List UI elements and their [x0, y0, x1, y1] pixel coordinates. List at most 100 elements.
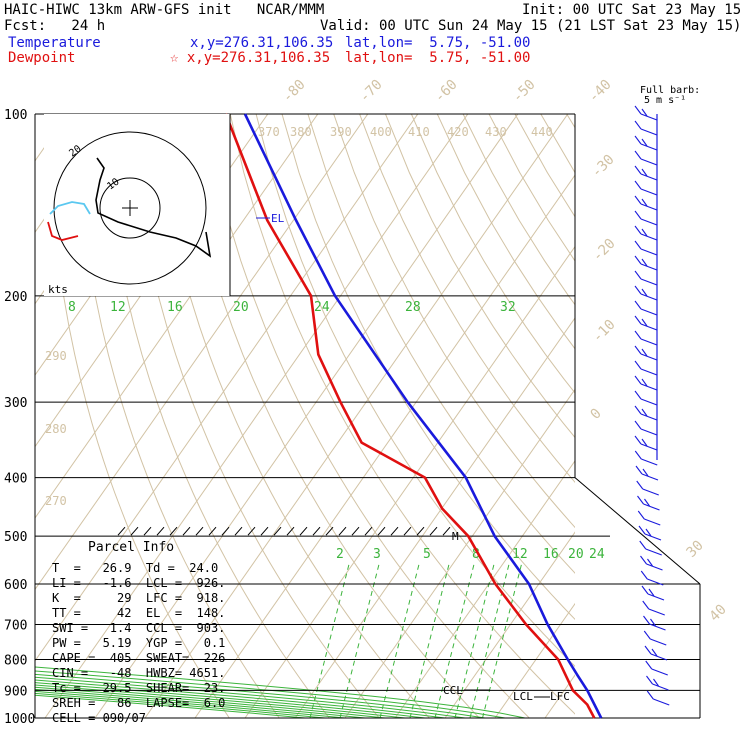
wind-barb-6 — [640, 203, 658, 211]
wind-barb-11 — [640, 278, 658, 286]
wind-barb-23 — [641, 458, 658, 466]
wind-barb-34 — [649, 623, 666, 631]
parcel-info-table: T = 26.9 Td = 24.0 LI = -1.6 LCL = 926. K … — [52, 561, 225, 726]
wind-barb-38 — [652, 683, 669, 691]
wind-barb-36 — [650, 653, 668, 661]
mixing-ratio-label-3: 3 — [373, 547, 381, 562]
wind-barb-14 — [640, 323, 658, 331]
parcel-info-row: SWI = 1.4 CCL = 903. — [52, 621, 226, 635]
profile-layer — [224, 113, 603, 719]
theta-label-400: 400 — [370, 125, 392, 139]
moist-adiabat-label-16: 16 — [167, 300, 183, 315]
theta-left-label-290: 290 — [45, 349, 67, 363]
pressure-label-1000: 1000 — [4, 712, 35, 727]
wind-barb-10 — [640, 263, 658, 271]
parcel-info-title: Parcel Info — [88, 540, 175, 555]
pressure-label-500: 500 — [4, 530, 27, 545]
wind-barb-5 — [640, 188, 658, 196]
isotherm-label-right-2: -10 — [590, 317, 619, 346]
isotherm-label-top-4: -40 — [586, 77, 615, 106]
temperature-xy: x,y=276.31,106.35 — [190, 35, 334, 51]
wind-barb-27 — [644, 518, 661, 526]
pressure-label-300: 300 — [4, 396, 27, 411]
parcel-info-row: CAPE = 405 SWEAT= 226 — [52, 651, 226, 665]
temperature-legend: Temperature — [8, 35, 101, 51]
wind-barb-20 — [640, 413, 658, 421]
model-title: HAIC-HIWC 13km ARW-GFS init NCAR/MMM — [4, 2, 325, 18]
mixing-ratio-label-12: 12 — [512, 547, 528, 562]
hodograph-units-label: kts — [48, 283, 68, 296]
wind-barbs — [634, 105, 670, 706]
wind-barb-39 — [653, 698, 670, 706]
valid-time: Valid: 00 UTC Sun 24 May 15 (21 LST Sat … — [320, 18, 740, 34]
wind-barb-25 — [642, 488, 659, 496]
wind-barb-16 — [640, 353, 658, 361]
pressure-label-200: 200 — [4, 290, 27, 305]
hodograph: 20 10 kts — [44, 114, 231, 296]
pressure-label-700: 700 — [4, 618, 27, 633]
mixing-ratio-label-20: 20 — [568, 547, 584, 562]
wind-barb-29 — [645, 548, 662, 556]
temperature-profile — [243, 113, 603, 719]
wind-barb-28 — [644, 533, 662, 541]
moist-adiabat-label-8: 8 — [68, 300, 76, 315]
init-time: Init: 00 UTC Sat 23 May 15 — [522, 2, 740, 18]
moist-adiabat-label-24: 24 — [314, 300, 330, 315]
temperature-latlon: lat,lon= 5.75, -51.00 — [345, 35, 531, 51]
pressure-label-600: 600 — [4, 578, 27, 593]
parcel-info-row: Tc = 29.5 SHEAR= 23. — [52, 681, 226, 695]
wind-barb-18 — [640, 383, 658, 391]
full-barb-label: Full barb: — [640, 85, 701, 96]
wind-barb-8 — [640, 233, 658, 241]
theta-label-380: 380 — [290, 125, 312, 139]
mixing-ratio-label-2: 2 — [336, 547, 344, 562]
parcel-info-row: LI = -1.6 LCL = 926. — [52, 576, 226, 590]
wind-barb-17 — [640, 368, 658, 376]
wind-barb-32 — [647, 593, 665, 601]
mixing-ratio-label-24: 24 — [589, 547, 605, 562]
wind-barb-9 — [640, 248, 658, 256]
wind-barb-30 — [646, 563, 663, 571]
wind-barb-1 — [640, 128, 658, 136]
mixing-ratio-label-8: 8 — [472, 547, 480, 562]
pressure-label-100: 100 — [4, 108, 27, 123]
wind-barb-24 — [641, 473, 659, 481]
moist-adiabat-label-32: 32 — [500, 300, 516, 315]
hodograph-trace-cyan — [49, 201, 91, 215]
el-annotation: EL — [271, 212, 285, 225]
isotherm-label-top-1: -70 — [357, 77, 386, 106]
wind-barb-7 — [640, 218, 658, 226]
isotherm-label-top-0: -80 — [280, 77, 309, 106]
wind-barb-33 — [648, 608, 665, 616]
isotherm-label-right-5: 40 — [707, 602, 730, 625]
theta-label-390: 390 — [330, 125, 352, 139]
parcel-info-row: PW = 5.19 YGP = 0.1 — [52, 636, 226, 650]
parcel-info-row: TT = 42 EL = 148. — [52, 606, 226, 620]
wind-barb-13 — [640, 308, 658, 316]
wind-barb-3 — [640, 158, 658, 166]
theta-label-420: 420 — [447, 125, 469, 139]
isotherm-label-top-2: -60 — [432, 77, 461, 106]
theta-label-370: 370 — [258, 125, 280, 139]
dewpoint-legend: Dewpoint — [8, 50, 76, 66]
wind-barb-26 — [643, 503, 660, 511]
wind-barb-15 — [640, 338, 658, 346]
hodograph-ring-outer — [53, 131, 207, 285]
isotherm-label-right-4: 30 — [684, 538, 707, 561]
m-annotation: M — [452, 530, 459, 543]
moist-adiabat-label-28: 28 — [405, 300, 421, 315]
forecast-hour: Fcst: 24 h — [4, 18, 106, 34]
isotherm-label-right-0: -30 — [589, 152, 618, 181]
moist-adiabat-label-12: 12 — [110, 300, 126, 315]
theta-label-410: 410 — [408, 125, 430, 139]
moist-adiabat-label-20: 20 — [233, 300, 249, 315]
isotherm-label-right-3: 0 — [588, 406, 605, 423]
wind-barb-12 — [640, 293, 658, 301]
theta-left-label-280: 280 — [45, 422, 67, 436]
pressure-label-800: 800 — [4, 653, 27, 668]
parcel-info-row: K = 29 LFC = 918. — [52, 591, 226, 605]
lcl-annotation: LCL — [513, 690, 533, 703]
mixing-ratio-label-5: 5 — [423, 547, 431, 562]
